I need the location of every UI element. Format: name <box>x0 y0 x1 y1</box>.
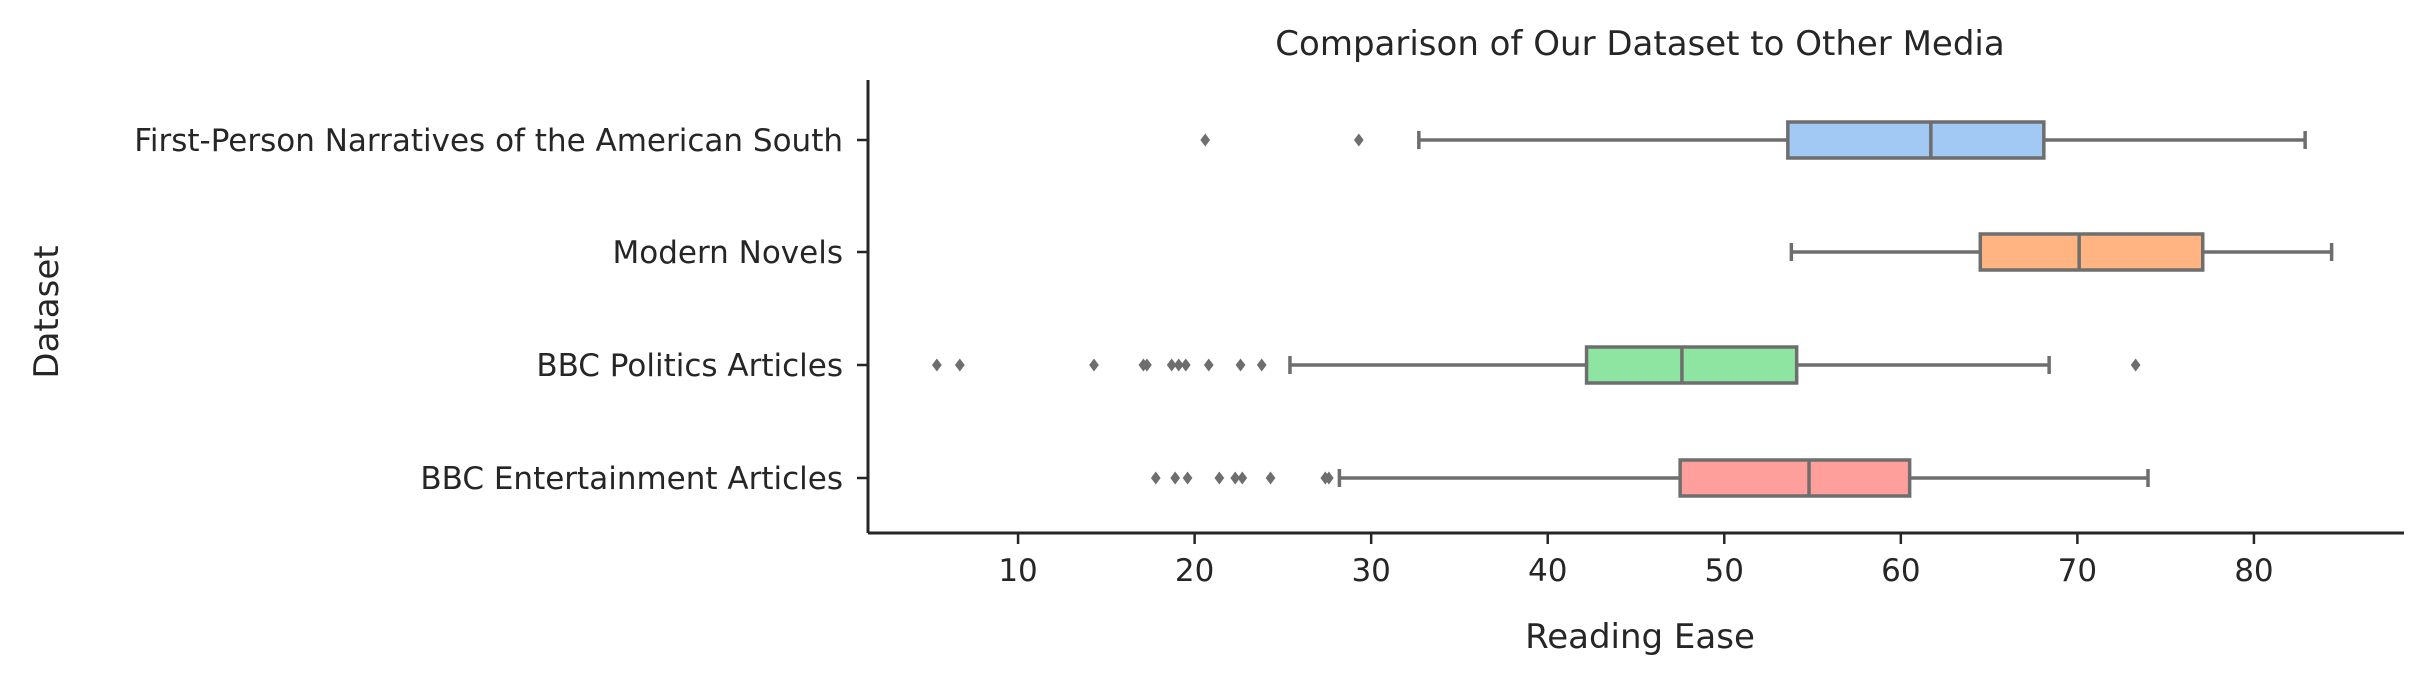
x-tick-label: 50 <box>1705 553 1744 589</box>
outlier-point <box>1200 133 1211 147</box>
outlier-point <box>1256 358 1267 372</box>
outlier-point <box>1166 358 1177 372</box>
outlier-point <box>1353 133 1364 147</box>
outlier-point <box>1170 471 1181 485</box>
outlier-point <box>1173 358 1184 372</box>
y-tick-label: First-Person Narratives of the American … <box>134 123 843 159</box>
x-tick-label: 30 <box>1351 553 1390 589</box>
y-axis-label: Dataset <box>27 245 67 378</box>
outlier-point <box>1265 471 1276 485</box>
y-tick-label: BBC Entertainment Articles <box>420 461 843 497</box>
outlier-point <box>1235 358 1246 372</box>
outlier-point <box>954 358 965 372</box>
iqr-box <box>1584 345 1799 385</box>
x-tick-label: 20 <box>1175 553 1214 589</box>
outlier-point <box>1237 471 1248 485</box>
outlier-point <box>1214 471 1225 485</box>
outlier-point <box>1230 471 1241 485</box>
y-tick-label: BBC Politics Articles <box>536 348 843 384</box>
outlier-point <box>1089 358 1099 372</box>
iqr-box <box>1678 458 1912 498</box>
x-tick-label: 40 <box>1528 553 1567 589</box>
iqr-box <box>1978 232 2205 272</box>
x-tick-label: 80 <box>2234 553 2273 589</box>
y-tick-label: Modern Novels <box>612 235 843 271</box>
x-tick-label: 70 <box>2058 553 2097 589</box>
iqr-box <box>1786 120 2046 160</box>
chart-title: Comparison of Our Dataset to Other Media <box>1275 24 2004 64</box>
outlier-point <box>1150 471 1161 485</box>
outlier-point <box>1142 358 1152 372</box>
outlier-point <box>1180 358 1191 372</box>
x-axis-label: Reading Ease <box>1525 617 1755 657</box>
outlier-point <box>2130 358 2141 372</box>
plot-area: 10 20 30 40 50 60 70 80 First-Person Narratives … <box>134 80 2404 589</box>
outlier-point <box>931 358 942 372</box>
outlier-point <box>1323 471 1334 485</box>
outlier-point <box>1203 358 1214 372</box>
outlier-point <box>1182 471 1193 485</box>
x-tick-label: 10 <box>998 553 1037 589</box>
x-tick-label: 60 <box>1881 553 1920 589</box>
